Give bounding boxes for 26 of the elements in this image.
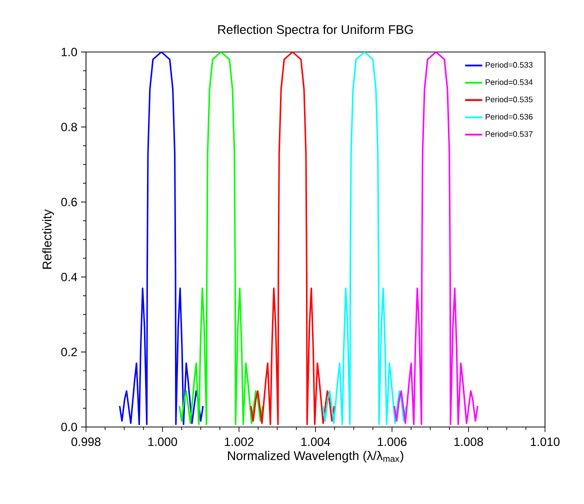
x-tick-label: 1.002 bbox=[224, 438, 254, 446]
x-axis-title: Normalized Wavelength (λ/λ$_{max}$) bbox=[228, 450, 404, 463]
legend-label: Period=0.536 bbox=[486, 114, 533, 120]
y-tick-label: 0.8 bbox=[61, 122, 77, 132]
x-tick-label: 0.998 bbox=[71, 438, 100, 446]
y-tick-label: 0.4 bbox=[61, 272, 78, 282]
legend-label: Period=0.535 bbox=[486, 96, 533, 102]
line-series bbox=[322, 52, 407, 426]
chart-title: Reflection Spectra for Uniform FBG bbox=[218, 24, 413, 36]
line-series bbox=[394, 52, 478, 426]
line-series bbox=[250, 52, 335, 426]
y-tick-label: 0.6 bbox=[61, 198, 77, 206]
x-tick-label: 1.000 bbox=[148, 438, 178, 446]
x-tick-label: 1.006 bbox=[378, 438, 406, 446]
x-tick-label: 1.010 bbox=[530, 438, 560, 446]
line-series bbox=[118, 52, 204, 426]
x-tick-label: 1.004 bbox=[301, 438, 330, 446]
x-tick-label: 1.008 bbox=[454, 438, 483, 446]
legend-label: Period=0.537 bbox=[486, 131, 533, 137]
y-axis-title: Reflectivity bbox=[42, 209, 54, 269]
y-tick-label: 1.0 bbox=[62, 48, 78, 56]
y-tick-label: 0.0 bbox=[61, 422, 78, 432]
legend-label: Period=0.533 bbox=[486, 62, 533, 68]
legend-label: Period=0.534 bbox=[486, 79, 533, 85]
line-series bbox=[178, 52, 264, 426]
y-tick-label: 0.2 bbox=[61, 348, 77, 356]
